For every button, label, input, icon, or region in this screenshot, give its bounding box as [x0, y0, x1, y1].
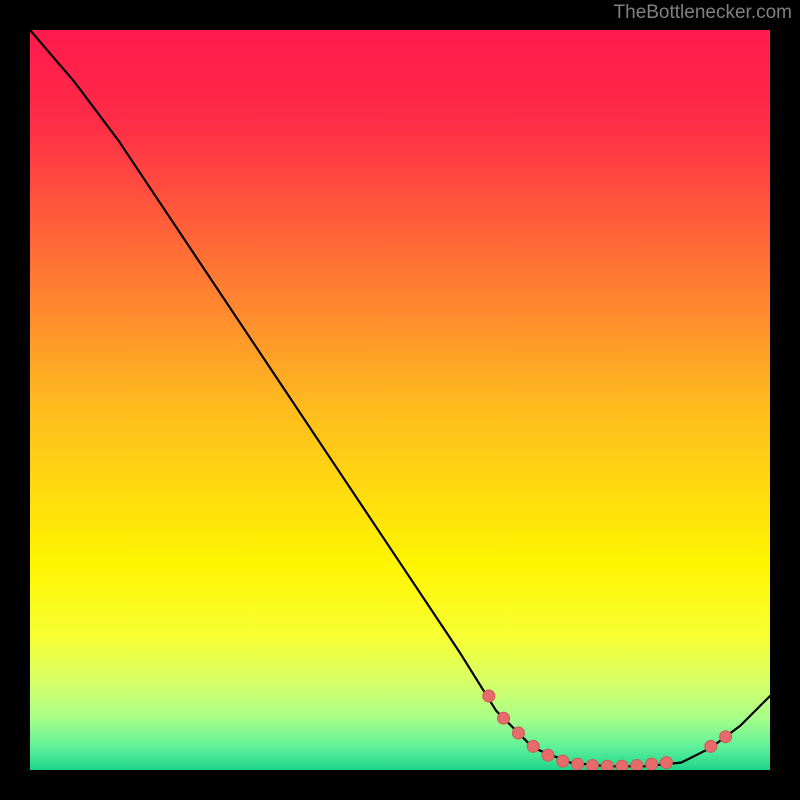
data-marker — [720, 731, 732, 743]
data-marker — [705, 740, 717, 752]
data-marker — [483, 690, 495, 702]
data-marker — [512, 727, 524, 739]
attribution-text: TheBottlenecker.com — [614, 2, 792, 24]
data-markers — [483, 690, 732, 770]
data-marker — [646, 758, 658, 770]
bottleneck-curve — [30, 30, 770, 766]
data-marker — [557, 755, 569, 767]
chart-curve-layer — [30, 30, 770, 770]
data-marker — [498, 712, 510, 724]
data-marker — [660, 757, 672, 769]
data-marker — [616, 760, 628, 770]
data-marker — [631, 760, 643, 770]
chart-frame — [30, 30, 770, 770]
data-marker — [586, 760, 598, 770]
data-marker — [527, 740, 539, 752]
data-marker — [601, 760, 613, 770]
data-marker — [542, 749, 554, 761]
data-marker — [572, 758, 584, 770]
